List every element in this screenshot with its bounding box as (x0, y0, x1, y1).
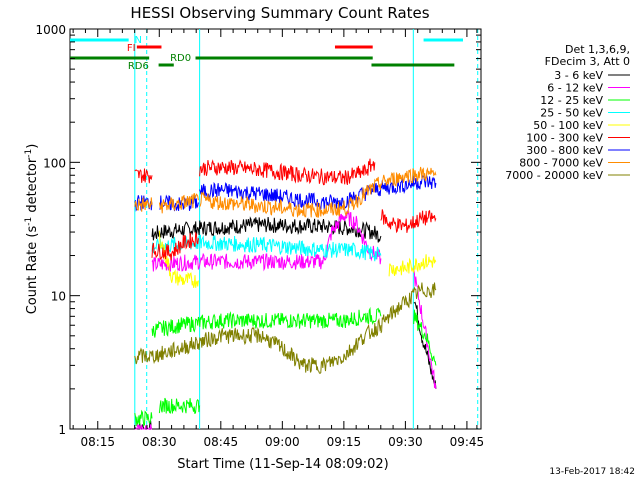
series-line-0-2 (413, 301, 437, 389)
y-axis: 1 10 100 1000 (35, 23, 481, 437)
flag-label-rd0: RD0 (170, 53, 191, 64)
legend-header-2: FDecim 3, Att 0 (545, 55, 630, 68)
y-tick-label-2: 100 (43, 156, 66, 170)
series-line-2-1 (151, 306, 382, 338)
legend-label-6: 300 - 800 keV (526, 144, 603, 157)
series-line-1-1 (151, 210, 382, 272)
series-layer (134, 158, 437, 431)
legend-label-3: 25 - 50 keV (540, 107, 603, 120)
x-tick-label-3: 09:00 (265, 435, 300, 449)
series-line-1-0 (134, 422, 152, 431)
series-line-8-0 (134, 347, 153, 365)
plot-frame (69, 28, 482, 430)
series-line-5-3 (380, 209, 437, 234)
y-tick-label-0: 1 (58, 423, 66, 437)
legend-label-5: 100 - 300 keV (526, 132, 603, 145)
series-line-2-0 (134, 409, 153, 427)
legend-header-1: Det 1,3,6,9, (565, 43, 630, 56)
y-tick-label-1: 10 (51, 290, 66, 304)
series-line-5-0 (134, 168, 153, 184)
series-line-5-1 (151, 231, 199, 261)
x-axis-label: Start Time (11-Sep-14 08:09:02) (177, 457, 388, 472)
series-line-1-2 (413, 268, 437, 389)
vertical-marker-lines (134, 29, 479, 429)
observing-flag-bars: NFI RD0 RD6 (70, 35, 463, 72)
x-tick-label-6: 09:45 (450, 435, 485, 449)
chart-title: HESSI Observing Summary Count Rates (130, 4, 429, 22)
series-line-7-2 (199, 166, 437, 218)
legend-label-0: 3 - 6 keV (554, 69, 603, 82)
series-line-4-1 (388, 254, 437, 277)
flag-label-n: N (135, 35, 142, 46)
x-tick-label-1: 08:30 (142, 435, 177, 449)
x-tick-label-2: 08:45 (204, 435, 239, 449)
series-line-7-1 (158, 193, 199, 214)
series-line-7-0 (134, 196, 153, 212)
legend-label-2: 12 - 25 keV (540, 94, 603, 107)
flag-label-rd6: RD6 (128, 61, 149, 72)
series-line-4-0 (158, 230, 199, 288)
y-axis-label: Count Rate (s-1 detector-1) (24, 144, 40, 315)
legend-label-7: 800 - 7000 keV (519, 157, 603, 170)
x-tick-label-4: 09:15 (327, 435, 362, 449)
footer-date: 13-Feb-2017 18:42 (549, 467, 635, 477)
y-tick-label-3: 1000 (35, 23, 66, 37)
legend-label-8: 7000 - 20000 keV (505, 169, 603, 182)
series-line-2-2 (158, 397, 201, 415)
x-tick-label-5: 09:30 (388, 435, 423, 449)
legend-label-1: 6 - 12 keV (547, 82, 603, 95)
legend: Det 1,3,6,9, FDecim 3, Att 0 3 - 6 keV6 … (505, 43, 630, 182)
series-line-5-2 (199, 158, 376, 186)
series-line-2-3 (413, 309, 437, 366)
x-axis: 08:15 08:30 08:45 09:00 09:15 09:30 09:45 (72, 29, 485, 449)
series-line-8-2 (380, 282, 437, 334)
flag-label-fi: FI (127, 43, 136, 54)
x-tick-label-0: 08:15 (80, 435, 115, 449)
legend-label-4: 50 - 100 keV (533, 119, 603, 132)
series-line-8-1 (151, 317, 382, 374)
